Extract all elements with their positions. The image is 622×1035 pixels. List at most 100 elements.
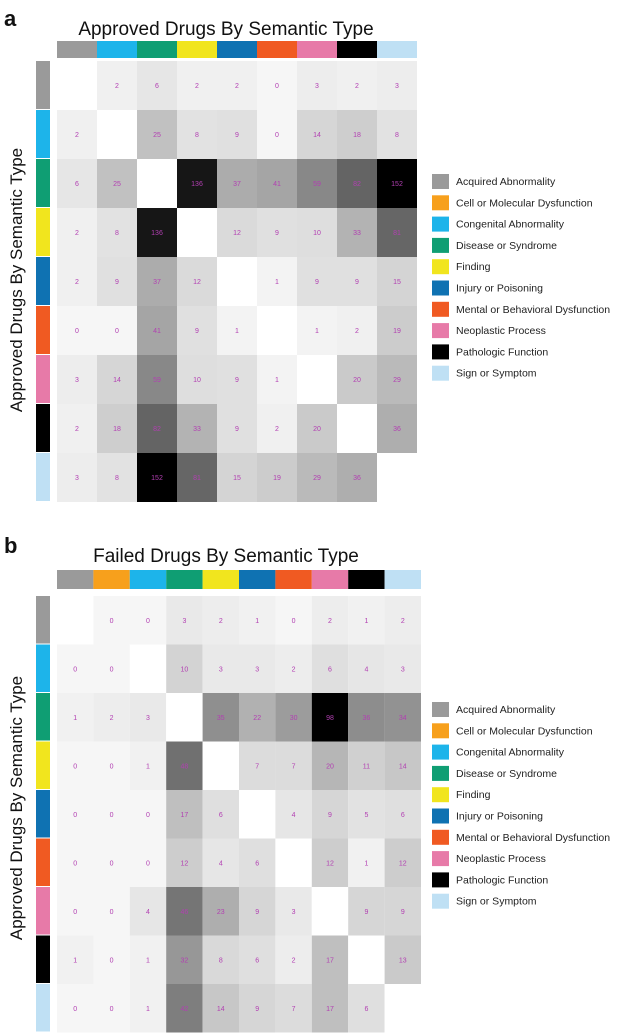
panel-b-cell-0-8: [348, 596, 385, 645]
panel-b-cell-label-2-6: 30: [290, 715, 298, 722]
panel-a-cell-2-7: [337, 159, 377, 208]
panel-b-cell-label-2-0: 1: [73, 715, 77, 722]
panel-b-cell-label-8-4: 14: [217, 1006, 225, 1013]
panel-a-cell-label-1-0: 2: [75, 132, 79, 139]
panel-a-cell-6-1: [97, 355, 137, 404]
panel-b-cell-label-3-2: 1: [146, 763, 150, 770]
panel-a-cell-label-1-3: 8: [195, 132, 199, 139]
panel-b-cell-3-5: [239, 741, 276, 790]
panel-a-cell-5-3: [177, 306, 217, 355]
panel-b-cell-0-6: [275, 596, 312, 645]
panel-b-cell-6-1: [93, 887, 130, 936]
panel-b-cell-1-0: [57, 644, 94, 693]
panel-a-cell-label-5-8: 19: [393, 328, 401, 335]
panel-b-cell-1-1: [93, 644, 130, 693]
panel-b-heatmap: 0 0 3 2 1 0 2 1 20 0 10 3 3 2 6 4 31 2 3 35 22 30 98 36 340 0 1 48 7…: [36, 570, 421, 1033]
panel-b-cell-5-3: [166, 838, 203, 887]
panel-b-legend-label-6: Mental or Behavioral Dysfunction: [456, 832, 610, 844]
panel-a-cell-7-5: [257, 404, 297, 453]
panel-a-ylabel: Approved Drugs By Semantic Type: [7, 148, 26, 412]
panel-a-cell-7-2: [137, 404, 177, 453]
panel-a-cell-0-0: [57, 61, 97, 110]
panel-b-cell-3-7: [311, 741, 349, 790]
panel-b-cell-label-0-9: 2: [401, 618, 405, 625]
panel-b-cell-label-2-9: 34: [399, 715, 407, 722]
panel-a-cell-label-8-7: 36: [353, 475, 361, 482]
panel-b-cell-label-0-4: 2: [219, 618, 223, 625]
panel-a-cell-label-5-3: 9: [195, 328, 199, 335]
panel-a-cell-0-6: [297, 61, 337, 110]
panel-b-legend-swatch-2: [432, 744, 449, 760]
panel-b-cell-label-1-4: 3: [219, 666, 223, 673]
panel-a-cell-5-1: [97, 306, 137, 355]
panel-b-cell-8-3: [166, 984, 203, 1033]
panel-b-col-bar-8: [348, 570, 385, 589]
panel-a-title: Approved Drugs By Semantic Type: [78, 19, 373, 40]
panel-a-cell-label-0-6: 3: [315, 83, 319, 90]
panel-b-legend-swatch-0: [432, 702, 449, 717]
panel-b-cell-label-0-3: 3: [182, 618, 186, 625]
panel-b-cell-label-0-8: 1: [364, 618, 368, 625]
panel-a-cell-4-0: [57, 257, 97, 306]
panel-a-cell-8-5: [257, 453, 297, 502]
panel-a-row-bar-5: [36, 306, 50, 354]
panel-b-cell-6-2: [129, 887, 167, 936]
panel-a-cell-label-7-1: 18: [113, 426, 121, 433]
panel-a-cell-label-2-4: 37: [233, 181, 241, 188]
panel-a-cell-8-8: [377, 453, 417, 502]
panel-a-cell-label-6-7: 20: [353, 377, 361, 384]
panel-b-cell-label-8-1: 0: [110, 1006, 114, 1013]
panel-b-cell-label-1-7: 6: [328, 666, 332, 673]
panel-b-cell-label-2-5: 22: [253, 715, 261, 722]
panel-a-legend-label-3: Disease or Syndrome: [456, 240, 557, 252]
panel-b-cell-4-1: [93, 790, 130, 839]
panel-b-cell-5-4: [202, 838, 239, 887]
panel-a-cell-label-3-7: 33: [353, 230, 361, 237]
panel-b-cell-0-4: [202, 596, 239, 645]
panel-b-cell-4-7: [311, 790, 349, 839]
panel-b-letter: b: [4, 533, 17, 558]
panel-a-cell-label-7-5: 2: [275, 426, 279, 433]
panel-a-cell-2-6: [297, 159, 337, 208]
panel-b-col-bar-1: [93, 570, 130, 589]
panel-b-cell-label-6-9: 9: [401, 909, 405, 916]
panel-a-cell-label-3-5: 9: [275, 230, 279, 237]
panel-b-cell-0-1: [93, 596, 130, 645]
panel-a-row-bar-1: [36, 110, 50, 158]
panel-b-cell-1-3: [166, 644, 203, 693]
panel-b-cell-label-2-2: 3: [146, 715, 150, 722]
panel-b-cell-label-1-6: 2: [292, 666, 296, 673]
panel-b-cell-label-8-7: 17: [326, 1006, 334, 1013]
panel-b-cell-label-3-7: 20: [326, 763, 334, 770]
panel-b-cell-label-3-1: 0: [110, 763, 114, 770]
panel-a-cell-label-0-7: 2: [355, 83, 359, 90]
panel-a-cell-6-2: [137, 355, 177, 404]
panel-b-cell-2-5: [239, 693, 276, 742]
panel-b-cell-label-3-6: 7: [292, 763, 296, 770]
panel-a-cell-label-8-2: 152: [151, 475, 163, 482]
panel-a-cell-1-4: [217, 110, 257, 159]
panel-b-cell-1-8: [348, 644, 385, 693]
panel-a-cell-5-6: [297, 306, 337, 355]
panel-a-cell-5-0: [57, 306, 97, 355]
panel-b-cell-label-5-4: 4: [219, 860, 223, 867]
panel-b-cell-6-4: [202, 887, 239, 936]
panel-a-cell-5-2: [137, 306, 177, 355]
panel-b-row-bar-2: [36, 693, 50, 741]
panel-a-cell-label-4-2: 37: [153, 279, 161, 286]
panel-b-cell-label-8-8: 6: [364, 1006, 368, 1013]
panel-b-cell-label-6-4: 23: [217, 909, 225, 916]
panel-b-cell-label-5-5: 6: [255, 860, 259, 867]
panel-b-cell-label-0-6: 0: [292, 618, 296, 625]
panel-a-cell-label-8-0: 3: [75, 475, 79, 482]
panel-a-col-bar-7: [337, 41, 377, 58]
panel-a-cell-0-5: [257, 61, 297, 110]
panel-a-cell-4-4: [217, 257, 257, 306]
panel-b-cell-label-4-7: 9: [328, 812, 332, 819]
panel-b-legend-label-3: Disease or Syndrome: [456, 768, 557, 780]
panel-b-legend: Acquired Abnormality Cell or Molecular Dy…: [432, 702, 610, 909]
panel-a-cell-label-6-3: 10: [193, 377, 201, 384]
panel-b-cell-label-2-7: 98: [326, 715, 334, 722]
